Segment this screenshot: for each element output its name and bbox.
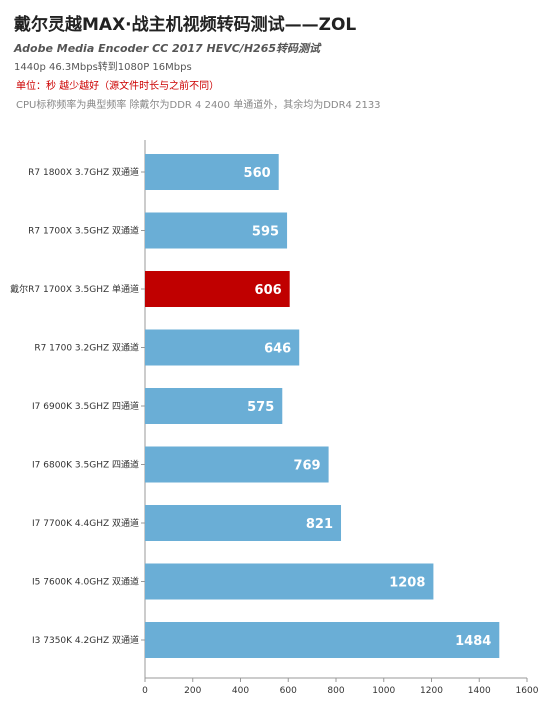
- x-tick-label: 1400: [468, 686, 491, 696]
- category-label: I7 6900K 3.5GHZ 四通道: [32, 400, 139, 412]
- bar: [145, 329, 300, 366]
- category-label: R7 1700 3.2GHZ 双通道: [34, 342, 139, 354]
- category-label: I7 6800K 3.5GHZ 四通道: [32, 459, 139, 471]
- value-label: 821: [306, 517, 333, 532]
- cpu-note: CPU标称频率为典型频率 除戴尔为DDR 4 2400 单通道外，其余均为DDR…: [16, 100, 381, 111]
- bar: [145, 446, 329, 483]
- category-label: R7 1800X 3.7GHZ 双通道: [28, 166, 139, 178]
- bar: [145, 563, 434, 600]
- category-label: I5 7600K 4.0GHZ 双通道: [32, 576, 139, 588]
- x-tick-label: 400: [232, 686, 249, 696]
- x-tick-label: 800: [327, 686, 344, 696]
- value-label: 606: [255, 283, 282, 298]
- category-label: 戴尔R7 1700X 3.5GHZ 单通道: [10, 283, 139, 295]
- x-tick-label: 1000: [372, 686, 395, 696]
- bar: [145, 154, 279, 190]
- x-tick-label: 0: [142, 686, 148, 696]
- value-label: 769: [293, 459, 320, 474]
- unit-note: 单位：秒 越少越好（源文件时长与之前不同）: [16, 81, 220, 92]
- x-tick-label: 1200: [420, 686, 443, 696]
- bar: [145, 388, 283, 424]
- bar: [145, 271, 290, 307]
- x-tick-label: 1600: [516, 686, 539, 696]
- category-label: R7 1700X 3.5GHZ 双通道: [28, 225, 139, 237]
- value-label: 595: [252, 225, 279, 240]
- bar: [145, 505, 342, 541]
- category-label: I3 7350K 4.2GHZ 双通道: [32, 634, 139, 646]
- value-label: 1484: [455, 634, 491, 649]
- bar: [145, 622, 500, 658]
- value-label: 575: [247, 400, 274, 415]
- x-tick-label: 600: [280, 686, 297, 696]
- value-label: 560: [244, 166, 271, 181]
- bar: [145, 212, 288, 249]
- chart-subtitle: Adobe Media Encoder CC 2017 HEVC/H265转码测…: [14, 42, 320, 55]
- chart-title: 戴尔灵越MAX·战主机视频转码测试——ZOL: [14, 15, 357, 35]
- category-label: I7 7700K 4.4GHZ 双通道: [32, 517, 139, 529]
- x-tick-label: 200: [184, 686, 201, 696]
- value-label: 646: [264, 342, 291, 357]
- resolution-note: 1440p 46.3Mbps转到1080P 16Mbps: [14, 62, 192, 73]
- value-label: 1208: [389, 576, 425, 591]
